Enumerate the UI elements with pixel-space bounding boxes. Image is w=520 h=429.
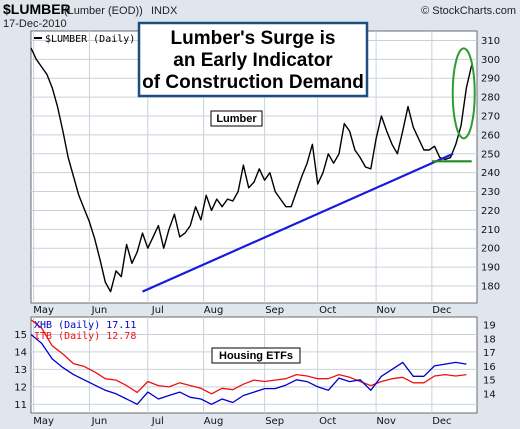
lumber-y-tick-label: 240 [481, 168, 500, 179]
housing-x-tick-label: Sep [265, 416, 284, 427]
housing-label-frame [211, 347, 301, 364]
housing-x-tick-label: Jun [91, 416, 108, 427]
header-exchange: INDX [151, 5, 178, 17]
lumber-price-panel: 180 190 200 210 220 230 240 250 260 270 280 290 300 3… [30, 21, 500, 316]
lumber-x-tick-label: Aug [204, 305, 224, 316]
housing-x-tick-label: Oct [319, 416, 336, 427]
housing-right-tick-label: 18 [483, 334, 496, 345]
lumber-y-tick-label: 250 [481, 149, 500, 160]
lumber-y-tick-label: 310 [481, 36, 500, 47]
chart-title: Lumber's Surge is an Early Indicator of Co… [142, 28, 364, 93]
lumber-y-tick-label: 260 [481, 130, 500, 141]
lumber-y-tick-label: 210 [481, 225, 500, 236]
lumber-legend: $LUMBER (Daily) [34, 34, 135, 45]
chart-title-line: an Early Indicator [173, 50, 333, 71]
lumber-y-tick-label: 220 [481, 206, 500, 217]
housing-label-box: Housing ETFs [211, 347, 301, 364]
housing-x-tick-label: May [33, 416, 54, 427]
surge-highlight-circle [451, 47, 476, 140]
lumber-x-tick-label: Oct [319, 305, 336, 316]
lumber-x-tick-label: Jun [91, 305, 108, 316]
lumber-x-tick-label: Nov [376, 305, 396, 316]
housing-x-tick-label: Aug [204, 416, 224, 427]
housing-left-tick-label: 11 [14, 400, 27, 411]
uptrend-line [142, 152, 454, 293]
housing-left-tick-label: 15 [14, 330, 27, 341]
header-description: (Lumber (EOD)) [64, 5, 143, 17]
lumber-y-tick-label: 300 [481, 55, 500, 66]
watermark: © StockCharts.com [421, 5, 516, 17]
itb-legend-label: ITB (Daily) 12.78 [34, 331, 136, 342]
lumber-y-tick-label: 290 [481, 74, 500, 85]
housing-left-tick-label: 13 [14, 365, 27, 376]
lumber-price-line [30, 47, 473, 293]
housing-left-tick-label: 14 [14, 347, 27, 358]
housing-right-tick-label: 19 [483, 321, 496, 332]
lumber-y-tick-label: 180 [481, 282, 500, 293]
housing-grid [31, 317, 477, 413]
lumber-x-tick-label: Dec [432, 305, 451, 316]
xhb-legend-label: XHB (Daily) 17.11 [34, 320, 136, 331]
lumber-label-box: Lumber [210, 110, 263, 127]
housing-label: Housing ETFs [219, 350, 293, 362]
lumber-x-tick-label: Sep [265, 305, 284, 316]
lumber-y-tick-label: 190 [481, 263, 500, 274]
housing-right-tick-label: 14 [483, 389, 496, 400]
lumber-y-tick-label: 270 [481, 112, 500, 123]
lumber-y-tick-label: 280 [481, 93, 500, 104]
housing-x-axis: May Jun Jul Aug Sep Oct Nov Dec [33, 416, 451, 427]
housing-right-tick-label: 16 [483, 362, 496, 373]
housing-right-tick-label: 15 [483, 376, 496, 387]
lumber-x-axis: May Jun Jul Aug Sep Oct Nov Dec [33, 305, 451, 316]
housing-left-axis: 11 12 13 14 15 [14, 330, 27, 411]
housing-left-tick-label: 12 [14, 382, 27, 393]
lumber-y-tick-label: 200 [481, 244, 500, 255]
header-date: 17-Dec-2010 [3, 18, 67, 30]
housing-x-tick-label: Jul [151, 416, 164, 427]
housing-etf-panel: 11 12 13 14 15 14 15 16 17 18 19 May Jun Jul Aug Sep O… [14, 316, 496, 427]
housing-plot-area [30, 316, 478, 414]
lumber-x-tick-label: May [33, 305, 54, 316]
itb-line [30, 319, 467, 395]
lumber-y-tick-label: 230 [481, 187, 500, 198]
chart-title-line: Lumber's Surge is [170, 28, 335, 49]
xhb-line [30, 333, 467, 405]
chart-title-box: Lumber's Surge is an Early Indicator of Co… [137, 21, 369, 98]
housing-right-tick-label: 17 [483, 348, 496, 359]
lumber-legend-label: $LUMBER (Daily) [45, 34, 135, 45]
lumber-y-axis: 180 190 200 210 220 230 240 250 260 270 280 290 300 3… [481, 36, 500, 293]
housing-x-tick-label: Nov [376, 416, 396, 427]
chart-title-frame [137, 21, 369, 98]
lumber-label-frame [210, 110, 263, 127]
header-symbol: $LUMBER [3, 1, 71, 17]
chart-title-line: of Construction Demand [142, 72, 364, 93]
lumber-label: Lumber [216, 113, 257, 125]
housing-right-axis: 14 15 16 17 18 19 [483, 321, 496, 401]
housing-legend: XHB (Daily) 17.11 ITB (Daily) 12.78 [34, 320, 136, 342]
lumber-x-tick-label: Jul [151, 305, 164, 316]
housing-x-tick-label: Dec [432, 416, 451, 427]
